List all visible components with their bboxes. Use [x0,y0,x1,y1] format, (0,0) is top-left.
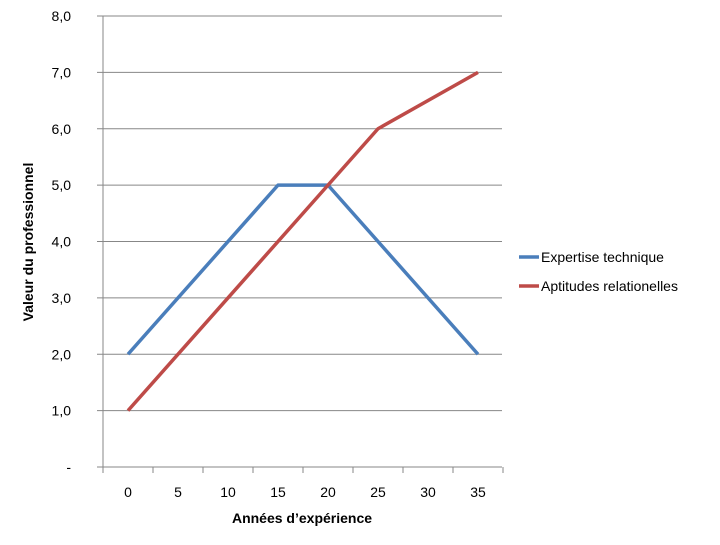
x-tick-label-15: 15 [270,484,286,500]
series-line-1 [126,183,480,356]
series-line-2 [126,70,479,412]
y-tick-label-3: 3,0 [52,290,72,306]
y-tick-label-1: 1,0 [52,403,72,419]
y-tick-label-7: 7,0 [52,64,72,80]
x-tick-label-35: 35 [470,484,486,500]
x-tick-label-25: 25 [370,484,386,500]
x-tick-label-30: 30 [420,484,436,500]
legend-label-1: Expertise technique [541,249,664,265]
series-lines [126,70,480,412]
y-tick-label-5: 5,0 [52,177,72,193]
tick-labels: - 1,0 2,0 3,0 4,0 5,0 6,0 7,0 8,0 0 5 10 15 20 25 30 35 [52,8,486,500]
x-tick-label-10: 10 [220,484,236,500]
y-tick-label-4: 4,0 [52,234,72,250]
x-tick-label-20: 20 [320,484,336,500]
y-axis-title: Valeur du professionnel [20,163,36,322]
x-tick-label-0: 0 [124,484,132,500]
y-tick-label-8: 8,0 [52,8,72,24]
legend-label-2: Aptitudes relationelles [541,278,678,294]
axes [97,15,504,473]
x-axis-title: Années d’expérience [232,510,372,526]
y-tick-label-2: 2,0 [52,346,72,362]
x-tick-label-5: 5 [174,484,182,500]
y-tick-label-0: - [66,459,71,475]
legend: Expertise technique Aptitudes relationell… [519,249,678,294]
y-tick-label-6: 6,0 [52,121,72,137]
